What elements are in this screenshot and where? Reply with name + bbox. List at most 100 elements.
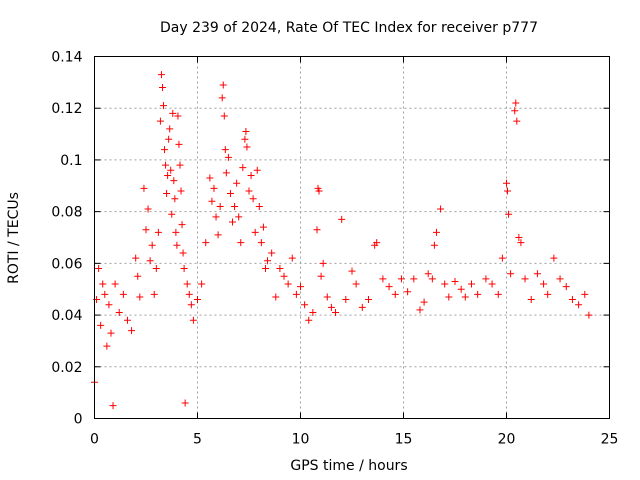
data-point bbox=[99, 280, 107, 288]
data-point bbox=[95, 265, 103, 273]
data-point bbox=[430, 241, 438, 249]
data-point bbox=[261, 265, 269, 273]
data-point bbox=[461, 293, 469, 301]
plot-frame bbox=[94, 56, 610, 419]
data-point bbox=[249, 195, 257, 203]
data-point bbox=[239, 164, 247, 172]
data-point bbox=[140, 184, 148, 192]
data-point bbox=[319, 259, 327, 267]
data-point bbox=[527, 296, 535, 304]
data-point bbox=[255, 202, 263, 210]
data-point bbox=[251, 228, 259, 236]
data-point bbox=[503, 179, 510, 187]
data-point bbox=[165, 135, 173, 143]
data-point bbox=[163, 190, 171, 198]
data-point bbox=[264, 257, 272, 265]
data-point bbox=[517, 239, 525, 247]
data-point bbox=[142, 226, 150, 234]
y-tick-label: 0.12 bbox=[51, 101, 82, 117]
data-point bbox=[544, 290, 552, 298]
data-point bbox=[148, 241, 156, 249]
x-tick-label: 0 bbox=[90, 432, 99, 448]
data-point bbox=[338, 215, 346, 223]
data-point bbox=[385, 283, 393, 291]
data-point bbox=[157, 71, 165, 79]
data-point bbox=[105, 301, 113, 309]
data-point bbox=[428, 275, 436, 283]
x-axis-label: GPS time / hours bbox=[290, 458, 407, 474]
data-point bbox=[224, 153, 232, 161]
data-point bbox=[219, 81, 227, 89]
data-point bbox=[432, 228, 440, 236]
data-point bbox=[231, 202, 239, 210]
data-point bbox=[513, 117, 521, 125]
data-point bbox=[177, 187, 185, 195]
data-point bbox=[242, 127, 250, 135]
data-point bbox=[512, 99, 520, 107]
data-point bbox=[136, 293, 144, 301]
data-point bbox=[198, 280, 206, 288]
data-point bbox=[511, 107, 519, 115]
data-point bbox=[134, 272, 142, 280]
data-point bbox=[533, 270, 541, 278]
data-point bbox=[441, 280, 449, 288]
data-point bbox=[457, 285, 465, 293]
data-point bbox=[101, 290, 109, 298]
data-point bbox=[109, 402, 117, 410]
data-point bbox=[166, 125, 174, 133]
data-point bbox=[581, 290, 589, 298]
y-tick-label: 0.04 bbox=[51, 308, 82, 324]
data-point bbox=[169, 109, 177, 117]
data-point bbox=[305, 316, 313, 324]
data-point bbox=[218, 94, 226, 102]
data-point bbox=[176, 161, 184, 169]
y-tick-label: 0.1 bbox=[60, 153, 82, 169]
data-point bbox=[128, 327, 136, 335]
data-point bbox=[488, 280, 496, 288]
data-point bbox=[152, 265, 160, 273]
y-tick-label: 0.14 bbox=[51, 50, 82, 66]
data-point bbox=[164, 171, 172, 179]
data-point bbox=[97, 321, 105, 329]
data-point bbox=[424, 270, 432, 278]
data-point bbox=[146, 257, 154, 265]
data-point bbox=[174, 112, 182, 120]
data-point bbox=[467, 280, 475, 288]
data-point bbox=[202, 239, 210, 247]
data-point bbox=[229, 218, 237, 226]
data-point bbox=[179, 249, 187, 257]
data-point bbox=[180, 265, 188, 273]
y-tick-label: 0.02 bbox=[51, 360, 82, 376]
data-point bbox=[540, 280, 548, 288]
data-point bbox=[222, 169, 230, 177]
data-point bbox=[327, 303, 335, 311]
data-point bbox=[170, 177, 178, 185]
data-point bbox=[474, 290, 482, 298]
data-point bbox=[233, 179, 241, 187]
y-axis-label: ROTI / TECUs bbox=[6, 192, 22, 284]
x-tick-label: 25 bbox=[601, 432, 619, 448]
data-point bbox=[482, 275, 490, 283]
data-point bbox=[585, 311, 593, 319]
data-point bbox=[416, 306, 424, 314]
data-point bbox=[575, 301, 583, 309]
data-point bbox=[515, 234, 523, 241]
data-point bbox=[259, 223, 267, 231]
data-point bbox=[315, 187, 323, 195]
data-point bbox=[309, 308, 317, 316]
data-point bbox=[391, 290, 399, 298]
data-point bbox=[107, 329, 115, 337]
data-point bbox=[292, 290, 300, 298]
data-point bbox=[156, 117, 164, 125]
x-tick-label: 10 bbox=[292, 432, 310, 448]
data-point bbox=[323, 293, 331, 301]
data-point bbox=[123, 316, 131, 324]
data-point bbox=[243, 143, 251, 151]
data-point bbox=[521, 275, 529, 283]
data-point bbox=[206, 174, 214, 182]
data-point bbox=[364, 296, 372, 304]
data-point bbox=[505, 210, 513, 218]
data-point bbox=[216, 202, 224, 210]
ticks-layer: 0 0.02 0.04 0.06 0.08 0.1 0.12 0.14 0 5 10 15 20 25 bbox=[51, 50, 618, 448]
